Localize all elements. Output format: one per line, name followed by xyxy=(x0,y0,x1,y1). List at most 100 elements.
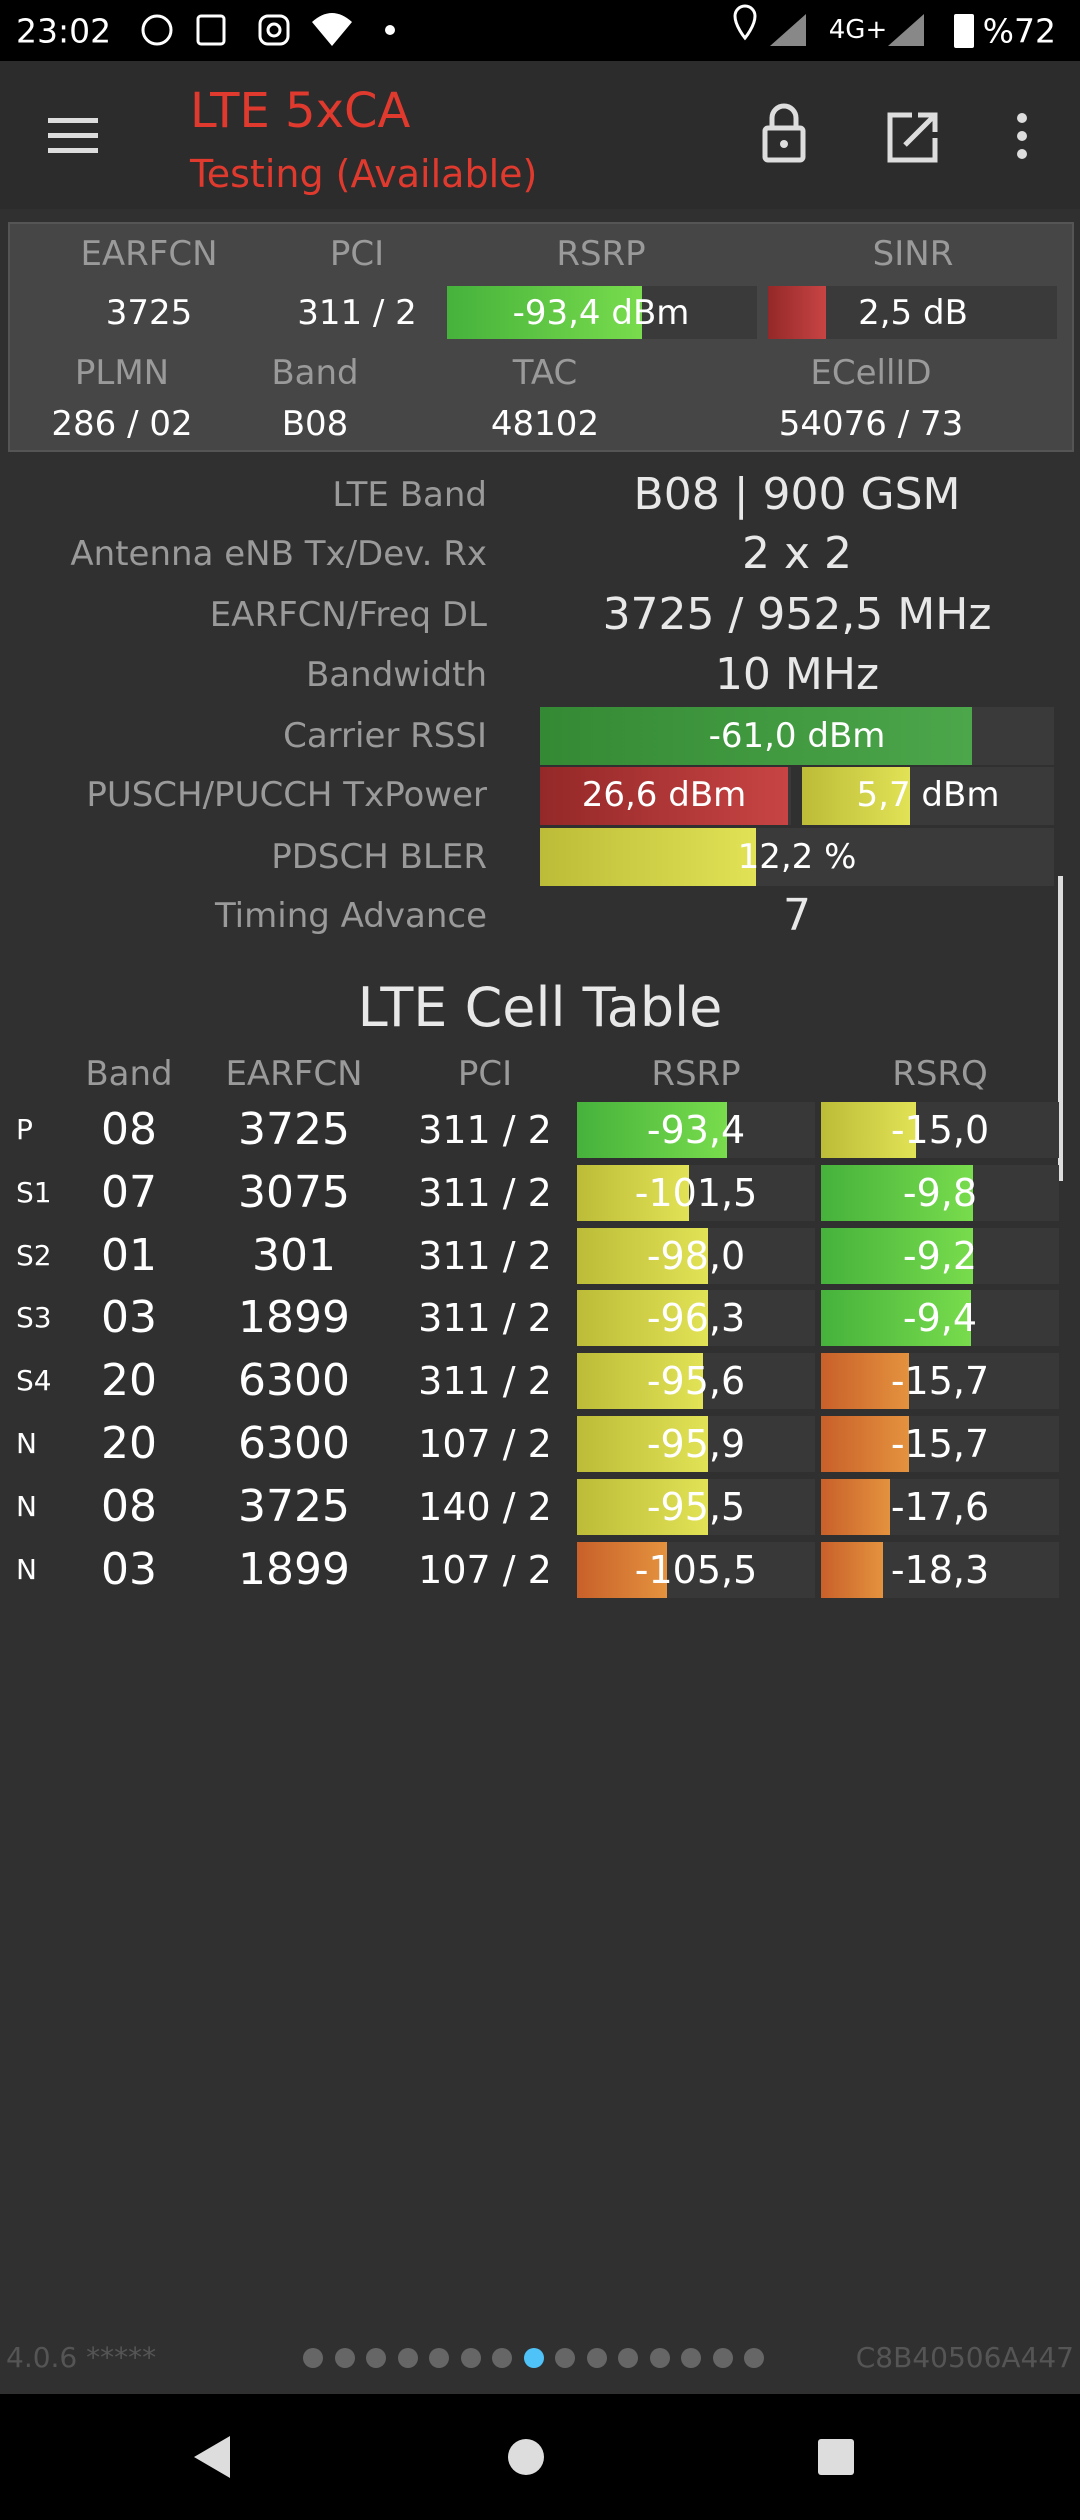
bar-fill xyxy=(821,1416,910,1472)
cell-rsrq: -18,3 xyxy=(890,1547,990,1592)
info-value: 7 xyxy=(783,890,811,941)
table-header: Band xyxy=(85,1054,173,1094)
summary-value: 311 / 2 xyxy=(297,293,417,333)
summary-label: PCI xyxy=(329,234,385,274)
info-label: LTE Band xyxy=(332,475,487,515)
cell-band: 20 xyxy=(101,1355,157,1407)
summary-label: ECellID xyxy=(810,353,932,393)
app-title: LTE 5xCA xyxy=(190,83,411,139)
page-dot[interactable] xyxy=(681,2348,701,2368)
page-dot[interactable] xyxy=(334,2348,355,2368)
page-dot[interactable] xyxy=(618,2348,638,2368)
status-time: 23:02 xyxy=(16,11,112,51)
bar-fill xyxy=(540,828,756,886)
device-id: C8B40506A447 xyxy=(855,2341,1074,2374)
bar-fill xyxy=(802,767,911,825)
cell-band: 20 xyxy=(101,1418,157,1469)
cell-earfcn: 3725 xyxy=(238,1104,350,1155)
cell-band: 08 xyxy=(101,1104,157,1155)
page-dot[interactable] xyxy=(555,2348,575,2368)
page-dot[interactable] xyxy=(303,2348,323,2368)
summary-label: SINR xyxy=(872,234,954,274)
info-value: 26,6 dBm xyxy=(581,775,747,815)
bar-fill xyxy=(577,1353,704,1410)
bar-fill xyxy=(768,286,826,339)
info-value: 3725 / 952,5 MHz xyxy=(602,589,992,640)
summary-label: PLMN xyxy=(74,353,170,393)
table-header: RSRQ xyxy=(892,1054,988,1094)
cell-rsrq: -9,2 xyxy=(902,1233,978,1278)
cell-earfcn: 3725 xyxy=(238,1480,350,1532)
cell-rsrp: -101,5 xyxy=(634,1170,758,1215)
status-battery: %72 xyxy=(982,11,1056,51)
info-value: 12,2 % xyxy=(737,837,857,877)
summary-value: 3725 xyxy=(105,293,193,333)
home-button[interactable] xyxy=(508,2439,544,2475)
recents-button[interactable] xyxy=(818,2439,854,2475)
cell-rsrq: -9,4 xyxy=(902,1296,978,1341)
cell-rsrp: -96,3 xyxy=(646,1296,746,1341)
page-dot[interactable] xyxy=(429,2348,449,2368)
bar-fill xyxy=(577,1227,708,1284)
page-dot[interactable] xyxy=(586,2348,607,2368)
info-label: Carrier RSSI xyxy=(283,716,487,756)
page-dot[interactable] xyxy=(492,2348,512,2368)
page-dot[interactable] xyxy=(460,2348,481,2368)
status-icons xyxy=(141,4,974,48)
info-label: Bandwidth xyxy=(305,655,487,695)
cell-rsrp: -93,4 xyxy=(646,1108,746,1152)
summary-label: TAC xyxy=(512,353,578,393)
info-label: EARFCN/Freq DL xyxy=(209,595,487,635)
row-type: S1 xyxy=(16,1175,52,1209)
page-dot[interactable] xyxy=(744,2348,764,2368)
page-dot[interactable] xyxy=(397,2348,418,2368)
version: 4.0.6 ***** xyxy=(6,2341,157,2374)
bar-fill xyxy=(821,1541,883,1598)
cell-band: 07 xyxy=(101,1166,157,1218)
summary-value: B08 xyxy=(281,404,349,444)
info-value: B08 | 900 GSM xyxy=(633,469,961,520)
bar-fill xyxy=(821,1102,917,1158)
row-type: N xyxy=(16,1552,37,1586)
info-label: PDSCH BLER xyxy=(271,837,487,877)
bar-fill xyxy=(577,1478,708,1535)
bar-fill xyxy=(821,1290,971,1347)
row-type: S4 xyxy=(16,1364,52,1398)
summary-value: 286 / 02 xyxy=(51,404,193,444)
nav-buttons[interactable] xyxy=(194,2436,854,2478)
row-type: S3 xyxy=(16,1301,52,1335)
page-dot[interactable] xyxy=(366,2348,386,2368)
row-type: P xyxy=(16,1113,33,1146)
table-header: PCI xyxy=(457,1054,513,1094)
cell-rsrp: -95,5 xyxy=(646,1484,746,1529)
cell-rsrp: -98,0 xyxy=(646,1233,746,1278)
bar-fill xyxy=(540,767,789,825)
cell-rsrp: -105,5 xyxy=(634,1547,758,1592)
cell-earfcn: 6300 xyxy=(238,1355,350,1407)
summary-label: Band xyxy=(271,353,359,393)
info-label: PUSCH/PUCCH TxPower xyxy=(86,775,487,815)
summary-value: 48102 xyxy=(490,404,600,444)
bar-fill xyxy=(540,707,972,765)
info-value: -61,0 dBm xyxy=(708,716,886,756)
cell-rsrp: -95,9 xyxy=(646,1422,746,1466)
page-dot[interactable] xyxy=(649,2348,670,2368)
cell-rsrq: -15,7 xyxy=(890,1422,990,1466)
info-value: 2 x 2 xyxy=(742,528,852,579)
info-label: Timing Advance xyxy=(214,896,487,936)
cell-band: 08 xyxy=(101,1480,157,1532)
page-dot[interactable] xyxy=(712,2348,733,2368)
cell-rsrq: -15,7 xyxy=(890,1359,990,1404)
row-type: N xyxy=(16,1427,37,1460)
page-dot[interactable] xyxy=(523,2348,544,2368)
back-button[interactable] xyxy=(194,2436,230,2478)
cell-earfcn: 3075 xyxy=(238,1166,350,1218)
cell-pci: 311 / 2 xyxy=(418,1296,552,1341)
cell-pci: 311 / 2 xyxy=(418,1359,552,1404)
cell-pci: 107 / 2 xyxy=(418,1422,552,1466)
summary-value: -93,4 dBm xyxy=(512,293,690,333)
cell-band: 03 xyxy=(101,1292,157,1344)
cell-pci: 107 / 2 xyxy=(418,1547,552,1592)
